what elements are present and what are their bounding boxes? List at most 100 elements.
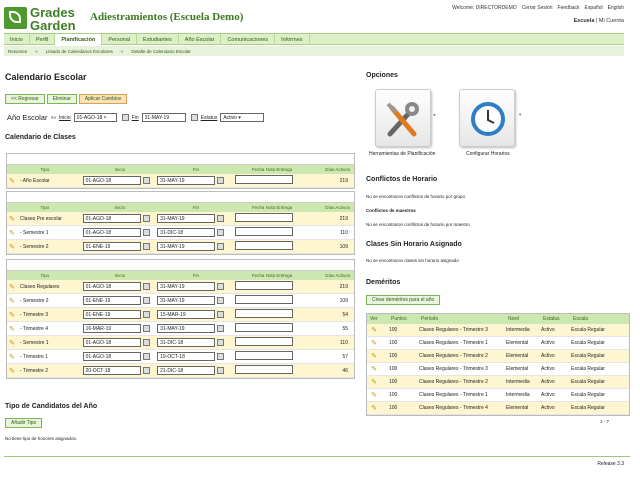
pencil-icon[interactable]: ✎ [9,283,15,291]
calendar-icon[interactable] [142,297,150,304]
start-date-input[interactable]: 20-OCT-18 [82,366,141,375]
tab-informes[interactable]: Informes [275,34,310,45]
pencil-icon[interactable]: ✎ [9,243,15,251]
calendar-icon[interactable] [217,325,225,332]
crumb-resumen[interactable]: Resumen [8,49,28,54]
grade-date-input[interactable] [234,175,293,184]
end-date-input[interactable]: 31-DIC-18 [157,228,216,237]
start-date-input[interactable]: 01-ENE-19 [82,296,141,305]
planning-tools-button[interactable] [375,89,431,147]
tab-planificacion[interactable]: Planificación [55,34,103,45]
english-link[interactable]: English [607,5,624,11]
my-account-link[interactable]: Mi Cuenta [598,18,624,24]
grade-date-input[interactable] [234,365,293,374]
calendar-icon[interactable] [190,114,198,121]
calendar-icon[interactable] [217,229,225,236]
calendar-icon[interactable] [217,177,225,184]
pencil-icon[interactable]: ✎ [371,379,377,386]
calendar-icon[interactable] [142,339,150,346]
calendar-icon[interactable] [142,177,150,184]
pencil-icon[interactable]: ✎ [9,325,15,333]
pencil-icon[interactable]: ✎ [9,353,15,361]
pencil-icon[interactable]: ✎ [371,327,377,334]
end-date-input[interactable]: 31-MAY-19 [157,324,216,333]
back-button[interactable]: << Regresar [5,94,45,104]
calendar-icon[interactable] [217,283,225,290]
start-date-input[interactable]: 16-MAR-19 [82,324,141,333]
grade-date-input[interactable] [234,241,293,250]
year-end-input[interactable]: 31-MAY-19 [141,113,186,122]
grade-date-input[interactable] [234,281,293,290]
feedback-link[interactable]: Feedback [557,5,580,11]
status-select[interactable]: Activo ▾ [220,113,265,122]
pencil-icon[interactable]: ✎ [9,215,15,223]
pencil-icon[interactable]: ✎ [9,177,15,185]
end-date-input[interactable]: 31-MAY-19 [157,282,216,291]
scroll-arrow-icon[interactable]: ◂ [433,112,436,117]
calendar-icon[interactable] [217,297,225,304]
grade-date-input[interactable] [234,295,293,304]
calendar-icon[interactable] [142,367,150,374]
start-date-input[interactable]: 01-AGO-18 [82,282,141,291]
start-date-input[interactable]: 01-ENE-19 [82,242,141,251]
school-label[interactable]: Escuela [573,18,595,24]
tab-comunicaciones[interactable]: Comunicaciones [221,34,276,45]
end-date-input[interactable]: 31-MAY-19 [157,214,216,223]
configure-schedules-button[interactable] [459,89,515,147]
clear-icon[interactable]: × [103,115,107,121]
start-date-input[interactable]: 01-AGO-18 [82,352,141,361]
calendar-icon[interactable] [217,215,225,222]
apply-changes-button[interactable]: Aplicar Cambios [78,94,128,104]
end-date-input[interactable]: 21-DIC-18 [157,366,216,375]
delete-button[interactable]: Eliminar [46,94,77,104]
end-date-input[interactable]: 31-MAY-19 [157,296,216,305]
pencil-icon[interactable]: ✎ [9,311,15,319]
grade-date-input[interactable] [234,309,293,318]
tab-ano-escolar[interactable]: Año Escolar [179,34,222,45]
calendar-icon[interactable] [142,353,150,360]
start-date-input[interactable]: 01-AGO-18 [82,214,141,223]
calendar-icon[interactable] [121,114,129,121]
calendar-icon[interactable] [142,215,150,222]
start-date-input[interactable]: 01-AGO-18 [82,338,141,347]
tab-perfil[interactable]: Perfil [30,34,56,45]
pencil-icon[interactable]: ✎ [371,405,377,412]
scroll-arrow-icon[interactable]: ▾ [519,112,522,117]
end-date-input[interactable]: 31-MAY-19 [157,242,216,251]
grade-date-input[interactable] [234,323,293,332]
calendar-icon[interactable] [217,353,225,360]
logout-link[interactable]: Cerrar Sesión [521,5,553,11]
planning-tools-label[interactable]: Herramientas de Planificación [369,151,436,157]
grade-date-input[interactable] [234,227,293,236]
start-date-input[interactable]: 01-AGO-18 [82,228,141,237]
pencil-icon[interactable]: ✎ [9,229,15,237]
spanish-link[interactable]: Español [584,5,603,11]
app-logo[interactable]: Grades Garden [4,4,84,32]
start-date-input[interactable]: 01-ENE-19 [82,310,141,319]
tab-estudiantes[interactable]: Estudiantes [137,34,179,45]
pencil-icon[interactable]: ✎ [9,297,15,305]
calendar-icon[interactable] [217,311,225,318]
calendar-icon[interactable] [142,243,150,250]
pencil-icon[interactable]: ✎ [371,340,377,347]
pencil-icon[interactable]: ✎ [9,339,15,347]
calendar-icon[interactable] [217,339,225,346]
create-demerits-button[interactable]: Crear deméritos para el año [366,295,441,305]
start-date-input[interactable]: 01-AGO-18 [82,176,141,185]
grade-date-input[interactable] [234,351,293,360]
configure-schedules-label[interactable]: Configurar Horarios [466,151,510,157]
crumb-listado[interactable]: Listado de Calendarios Escolares [45,49,113,54]
calendar-icon[interactable] [142,325,150,332]
end-date-input[interactable]: 15-MAR-19 [157,310,216,319]
grade-date-input[interactable] [234,213,293,222]
calendar-icon[interactable] [217,367,225,374]
tab-personal[interactable]: Personal [102,34,138,45]
add-type-button[interactable]: Añadir Tipo [5,418,43,428]
tab-inicio[interactable]: Inicio [4,34,30,45]
calendar-icon[interactable] [142,311,150,318]
end-date-input[interactable]: 31-DIC-18 [157,338,216,347]
pencil-icon[interactable]: ✎ [371,392,377,399]
end-date-input[interactable]: 19-OCT-18 [157,352,216,361]
calendar-icon[interactable] [142,229,150,236]
pencil-icon[interactable]: ✎ [9,367,15,375]
